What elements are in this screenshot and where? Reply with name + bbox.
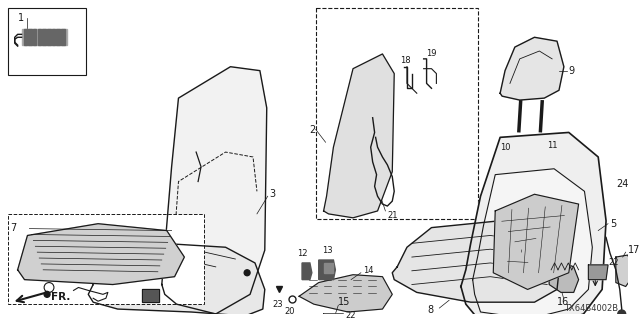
Text: 23: 23 [273,300,284,309]
Circle shape [618,310,626,318]
Polygon shape [18,224,184,284]
Circle shape [44,292,50,297]
Text: 22: 22 [608,259,618,268]
Polygon shape [302,263,312,280]
Text: 21: 21 [387,211,398,220]
Polygon shape [42,29,46,45]
Polygon shape [52,29,55,45]
Text: 2: 2 [309,124,315,134]
Polygon shape [324,263,333,273]
Text: 1: 1 [18,13,24,23]
Text: 5: 5 [610,219,616,229]
Bar [316,8,477,219]
Circle shape [44,283,54,292]
Text: 6: 6 [81,270,86,280]
Polygon shape [61,29,65,45]
Bar [8,8,86,75]
Polygon shape [636,125,640,260]
Text: 17: 17 [628,245,640,255]
Text: 14: 14 [363,266,373,275]
Polygon shape [56,29,60,45]
Polygon shape [549,263,579,292]
Text: 8: 8 [428,305,434,315]
Polygon shape [324,54,394,218]
Text: 16: 16 [557,297,569,307]
Polygon shape [162,67,267,314]
Text: 7: 7 [10,223,16,233]
Polygon shape [22,29,67,45]
Text: 13: 13 [322,246,332,255]
Text: 9: 9 [569,66,575,76]
Text: TX64B4002B: TX64B4002B [564,304,618,313]
Text: 12: 12 [297,249,308,258]
Polygon shape [319,260,335,280]
Text: 19: 19 [427,50,437,59]
Text: 3: 3 [269,189,276,199]
Circle shape [244,270,250,276]
Polygon shape [28,29,31,45]
Text: 15: 15 [339,297,351,307]
Polygon shape [636,125,640,260]
Polygon shape [33,29,36,45]
Text: FR.: FR. [51,292,70,302]
Polygon shape [299,275,392,312]
Polygon shape [47,29,51,45]
Polygon shape [24,29,27,45]
Polygon shape [588,265,608,280]
Text: 10: 10 [500,143,511,152]
Polygon shape [142,289,159,302]
Polygon shape [461,132,606,320]
Polygon shape [616,255,632,286]
Polygon shape [493,194,579,289]
Polygon shape [473,169,593,319]
Text: 22: 22 [345,311,356,320]
Text: 20: 20 [284,308,295,316]
Text: 11: 11 [547,141,557,150]
Polygon shape [392,221,561,302]
Text: 18: 18 [400,56,411,65]
Polygon shape [88,243,265,316]
Polygon shape [500,37,564,100]
Polygon shape [324,314,345,320]
Text: 24: 24 [616,180,628,189]
Polygon shape [38,29,41,45]
Bar [8,214,204,304]
